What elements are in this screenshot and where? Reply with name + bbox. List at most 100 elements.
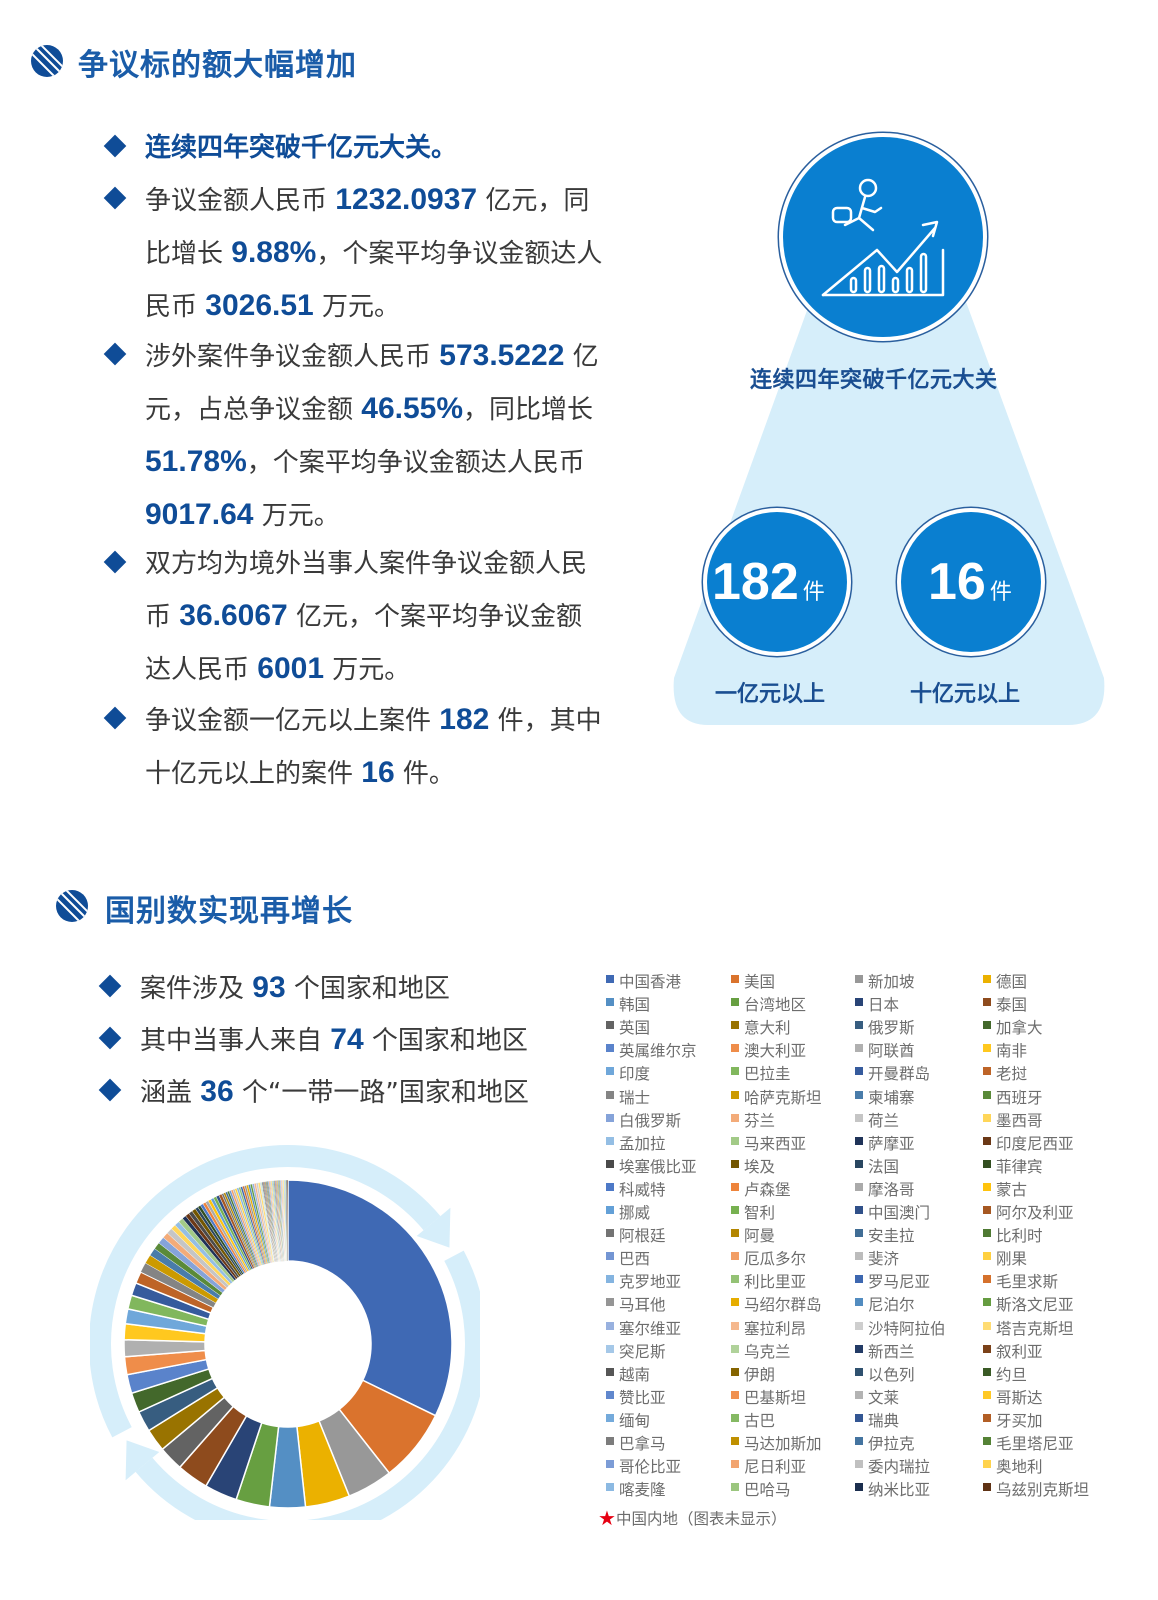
legend-item: 巴基斯坦 [731,1388,806,1408]
legend-item: 利比里亚 [731,1272,806,1292]
legend-label: 古巴 [744,1411,776,1430]
legend-label: 纳米比亚 [868,1481,931,1500]
legend-swatch [731,1206,739,1214]
legend-swatch [731,1390,739,1399]
legend-swatch [731,1344,739,1353]
legend-swatch [855,998,863,1007]
bullet-item: 连续四年突破千亿元大关。 [103,122,607,174]
bullet-text: 亿元，占总争议金额 [145,342,599,425]
legend-label: 比利时 [996,1227,1043,1246]
legend-item: 阿尔及利亚 [983,1203,1074,1223]
highlight-number: 182 [439,703,490,736]
legend-swatch [983,1136,991,1145]
bullet-text: 争议金额人民币 [145,186,336,216]
legend-label: 喀麦隆 [619,1481,666,1500]
legend-item: 瑞士 [606,1088,650,1108]
stat-label-2: 十亿元以上 [910,682,1021,707]
legend-swatch [983,975,991,983]
legend-swatch [606,1067,614,1076]
legend-swatch [983,1067,991,1076]
legend-item: 克罗地亚 [606,1272,681,1292]
legend-label: 巴西 [619,1250,651,1269]
section-title: 争议标的额大幅增加 [78,48,357,83]
legend-label: 英属维尔京 [619,1042,697,1061]
legend-swatch [983,1090,991,1099]
legend-label: 阿根廷 [619,1227,666,1246]
legend-item: 芬兰 [731,1111,775,1131]
legend-item: 叙利亚 [983,1342,1043,1362]
legend-label: 塞拉利昂 [744,1319,807,1338]
legend-item: 巴拉圭 [731,1064,791,1084]
legend-label: 马绍尔群岛 [744,1296,822,1315]
legend-swatch [855,1321,863,1330]
legend-label: 新西兰 [868,1342,915,1361]
legend-label: 埃及 [744,1157,776,1176]
legend-item: 新加坡 [855,972,915,992]
highlight-number: 1232.0937 [335,183,478,216]
footnote: ★中国内地（图表未显示） [598,1508,786,1529]
bullet-text: 亿元，个案平均争议金额达人民币 [145,602,582,685]
legend-label: 印度 [619,1065,651,1084]
legend-swatch [731,1182,739,1191]
legend-label: 伊朗 [744,1365,776,1384]
legend-label: 缅甸 [619,1411,651,1430]
legend-swatch [855,1275,863,1284]
legend-label: 美国 [744,973,776,991]
legend-label: 瑞典 [868,1411,900,1430]
legend-item: 智利 [731,1203,775,1223]
legend-swatch [606,1275,614,1284]
legend-label: 蒙古 [996,1180,1028,1199]
legend-swatch [983,1229,991,1238]
legend-label: 巴哈马 [744,1481,791,1500]
legend-item: 卢森堡 [731,1180,791,1200]
legend-swatch [855,1367,863,1376]
bullet-item: 双方均为境外当事人案件争议金额人民币 36.6067 亿元，个案平均争议金额达人… [103,538,607,696]
growth-chart-runner-icon [821,178,945,297]
legend-item: 孟加拉 [606,1134,666,1154]
legend-swatch [606,1136,614,1145]
bullet-text: 个国家和地区 [363,1026,528,1056]
legend-swatch [855,1298,863,1307]
legend-label: 尼泊尔 [868,1296,915,1315]
legend-label: 马耳他 [619,1296,666,1315]
legend-swatch [731,1229,739,1238]
legend-label: 萨摩亚 [868,1134,915,1153]
legend-swatch [606,1413,614,1422]
legend-item: 埃塞俄比亚 [606,1157,697,1177]
legend-item: 台湾地区 [731,995,806,1015]
star-icon: ★ [598,1506,616,1530]
legend-swatch [731,1460,739,1469]
legend-item: 突尼斯 [606,1342,666,1362]
cycle-arrow-head-icon [416,1207,451,1248]
legend-swatch [606,1437,614,1445]
legend-swatch [855,975,863,983]
legend-item: 瑞典 [855,1411,899,1431]
legend-item: 中国香港 [606,972,681,992]
legend-label: 菲律宾 [996,1157,1043,1176]
legend-item: 挪威 [606,1203,650,1223]
legend-label: 伊拉克 [868,1435,915,1453]
legend-swatch [731,1113,739,1122]
legend-swatch [855,1229,863,1238]
legend-label: 突尼斯 [619,1342,666,1361]
diamond-bullet-icon [103,550,127,574]
legend-item: 牙买加 [983,1411,1043,1431]
legend-item: 刚果 [983,1249,1027,1269]
legend-label: 荷兰 [868,1111,900,1130]
legend-swatch [731,1044,739,1053]
country-donut-chart [90,1145,480,1520]
legend-swatch [983,1413,991,1422]
stat-unit: 件 [802,579,825,604]
legend-item: 巴拿马 [606,1434,666,1454]
stat-number: 16 [928,553,986,611]
legend-swatch [606,975,614,983]
bullet-item: 争议金额一亿元以上案件 182 件，其中十亿元以上的案件 16 件。 [103,694,607,800]
legend-swatch [983,1252,991,1261]
legend-swatch [855,1159,863,1168]
legend-label: 白俄罗斯 [619,1111,682,1130]
legend-swatch [983,1113,991,1122]
bullet-text: 涵盖 [140,1078,201,1108]
legend-label: 挪威 [619,1204,651,1222]
legend-item: 古巴 [731,1411,775,1431]
legend-item: 印度 [606,1064,650,1084]
